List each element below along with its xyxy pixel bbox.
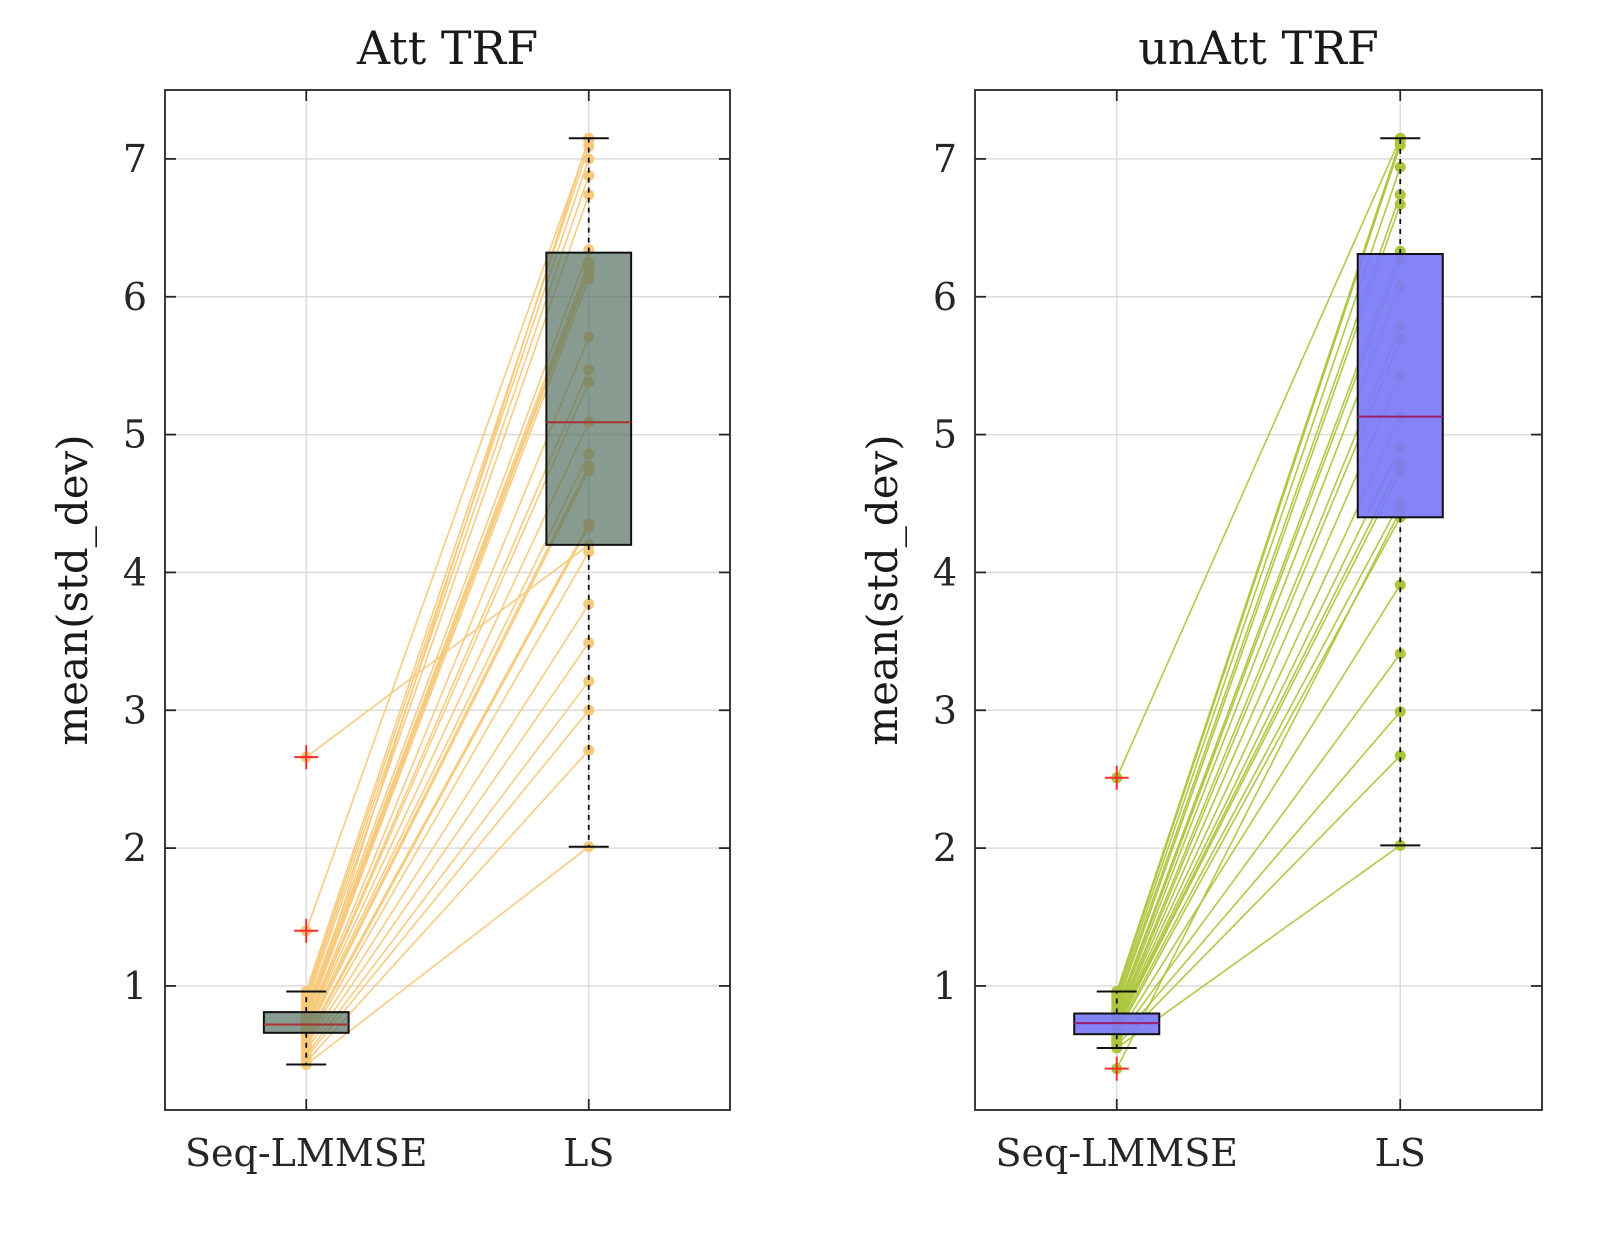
y-axis-label: mean(std_dev) [858, 434, 907, 745]
paired-line [305, 603, 590, 1048]
data-point [583, 637, 595, 649]
paired-line [305, 278, 590, 1021]
paired-line [305, 271, 590, 1018]
paired-line [1116, 463, 1401, 1028]
data-point [583, 675, 595, 687]
paired-line [305, 175, 590, 1000]
paired-line [1116, 501, 1401, 1032]
paired-line [1115, 144, 1402, 995]
y-tick-label: 6 [933, 275, 957, 319]
x-tick-label: LS [1375, 1131, 1426, 1175]
paired-line [1116, 375, 1401, 1024]
y-tick-label: 2 [933, 826, 957, 870]
paired-line [1115, 194, 1402, 1003]
paired-line [1116, 844, 1401, 1049]
paired-line [1116, 755, 1401, 1046]
paired-line [305, 709, 590, 1059]
paired-line [305, 453, 590, 1031]
paired-line [305, 551, 590, 1045]
paired-line [1116, 471, 1401, 1030]
data-point [583, 744, 595, 756]
data-point [1394, 750, 1406, 762]
data-point [583, 189, 595, 201]
paired-line [1116, 285, 1401, 1017]
paired-line [305, 749, 590, 1063]
paired-line [1116, 446, 1401, 1027]
data-point [1394, 648, 1406, 660]
y-tick-label: 5 [933, 413, 957, 457]
panel-att-trf: 1 2 3 4 5 6 7 Seq-LMMSE LS Att TRF mean(std_dev) [48, 21, 731, 1175]
paired-line [305, 249, 590, 1009]
paired-line [1115, 204, 1402, 1007]
axes-frame [974, 89, 1543, 1111]
paired-line [1115, 166, 1402, 999]
data-point [583, 704, 595, 716]
paired-line [1116, 259, 1401, 1014]
paired-line [305, 470, 590, 1036]
data-point [1394, 161, 1406, 173]
data-point [1394, 579, 1406, 591]
paired-line [305, 523, 590, 1039]
paired-line [305, 140, 590, 932]
paired-line [305, 526, 590, 1042]
x-tick-label: Seq-LMMSE [185, 1131, 428, 1175]
y-tick-label: 4 [123, 550, 147, 594]
y-tick-label: 1 [933, 964, 957, 1008]
paired-line [305, 680, 590, 1056]
box [1356, 253, 1444, 519]
data-point [583, 169, 595, 181]
panel-unatt-trf: 1 2 3 4 5 6 7 Seq-LMMSE LS unAtt TRF mean(std_dev) [858, 21, 1543, 1175]
chart-title: unAtt TRF [1138, 21, 1379, 75]
paired-line [305, 267, 590, 1016]
y-tick-label: 7 [123, 137, 147, 181]
paired-line [1116, 416, 1401, 1025]
y-tick-label: 3 [123, 688, 147, 732]
paired-line [1116, 584, 1401, 1038]
x-tick-label: LS [563, 1131, 614, 1175]
paired-line [305, 137, 590, 1023]
paired-line [305, 642, 590, 1052]
paired-line [1116, 711, 1401, 1043]
x-tick-label: Seq-LMMSE [995, 1131, 1238, 1175]
paired-line [305, 158, 590, 996]
axes-frame [164, 89, 731, 1111]
paired-line [305, 544, 590, 758]
paired-line [305, 369, 590, 1025]
data-point [583, 598, 595, 610]
paired-line [1116, 250, 1401, 1012]
paired-line [1116, 339, 1401, 1023]
paired-line [1116, 137, 1401, 779]
paired-line [305, 336, 590, 1024]
y-tick-label: 1 [123, 964, 147, 1008]
y-tick-label: 2 [123, 826, 147, 870]
data-point [1394, 189, 1406, 201]
paired-line [305, 421, 590, 1028]
chart-title: Att TRF [356, 21, 538, 75]
paired-line [1116, 510, 1401, 1070]
paired-line [305, 194, 590, 1005]
paired-line [305, 262, 590, 1013]
y-axis-label: mean(std_dev) [48, 434, 97, 745]
box [545, 251, 633, 546]
y-tick-label: 5 [123, 413, 147, 457]
paired-line [305, 465, 590, 1034]
paired-line [305, 381, 590, 1027]
paired-line [1116, 653, 1401, 1041]
y-tick-label: 3 [933, 688, 957, 732]
paired-line [1115, 140, 1402, 992]
y-tick-label: 4 [933, 550, 957, 594]
paired-line [305, 846, 590, 1066]
paired-line [1116, 325, 1401, 1020]
box [262, 1011, 350, 1034]
y-tick-label: 6 [123, 275, 147, 319]
y-tick-label: 7 [933, 137, 957, 181]
data-point [1394, 198, 1406, 210]
